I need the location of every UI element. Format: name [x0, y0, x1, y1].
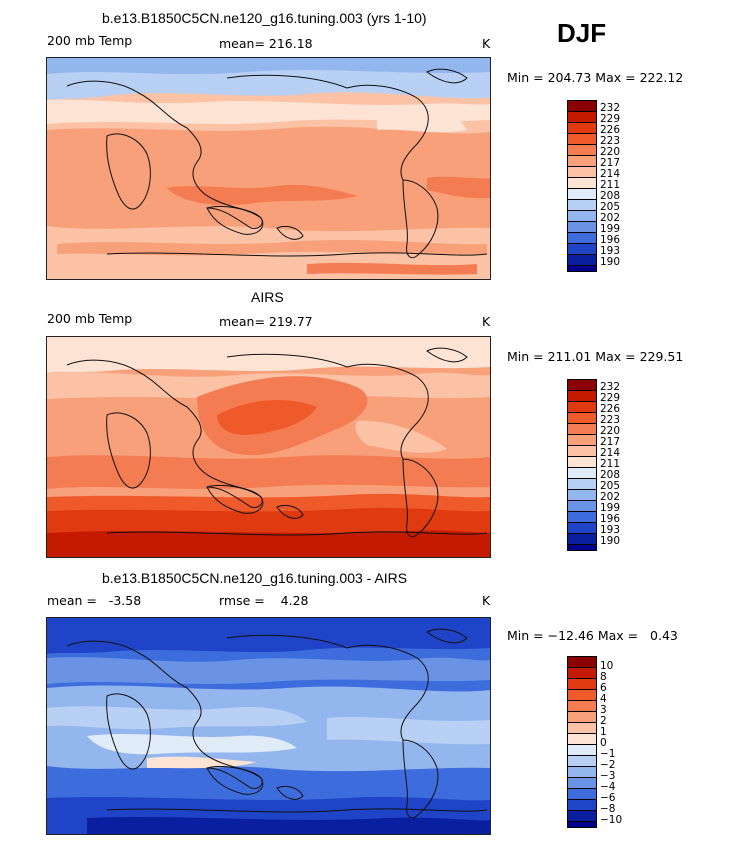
panel2-tick: 217 — [600, 436, 621, 448]
panel1-tick: 208 — [600, 190, 621, 202]
panel3-tick: −1 — [600, 748, 616, 760]
panel3-tick: 10 — [600, 660, 614, 672]
panel1-tick: 229 — [600, 113, 621, 125]
panel2-minmax: Min = 211.01 Max = 229.51 — [507, 349, 684, 364]
panel2-tick: 220 — [600, 425, 621, 437]
panel3-tick: −10 — [600, 814, 623, 826]
panel1-tick: 211 — [600, 179, 621, 191]
panel3-tick: 8 — [600, 671, 607, 683]
panel3-title: b.e13.B1850C5CN.ne120_g16.tuning.003 - A… — [102, 570, 408, 586]
panel2-colorbar — [567, 379, 597, 551]
panel3-mean-label: mean = -3.58 — [47, 593, 142, 608]
panel1-mean-label: mean= 216.18 — [219, 36, 313, 51]
panel2-map — [46, 336, 491, 558]
panel3-tick: −3 — [600, 770, 616, 782]
panel3-tick: −6 — [600, 792, 616, 804]
panel1-tick: 190 — [600, 256, 621, 268]
panel3-colorbar — [567, 656, 597, 828]
panel1-units: K — [482, 36, 491, 51]
panel3-tick: 6 — [600, 682, 607, 694]
panel1-variable-label: 200 mb Temp — [47, 33, 133, 48]
panel2-tick: 211 — [600, 458, 621, 470]
panel1-title: b.e13.B1850C5CN.ne120_g16.tuning.003 (yr… — [102, 10, 427, 26]
panel3-tick: 2 — [600, 715, 607, 727]
panel1-tick: 199 — [600, 223, 621, 235]
panel2-tick: 208 — [600, 469, 621, 481]
panel2-tick: 196 — [600, 513, 621, 525]
panel3-minmax: Min = −12.46 Max = 0.43 — [507, 628, 678, 643]
panel3-tick: 3 — [600, 704, 607, 716]
panel3-tick: −4 — [600, 781, 616, 793]
panel1-tick: 226 — [600, 124, 621, 136]
panel1-tick: 223 — [600, 135, 621, 147]
panel2-units: K — [482, 314, 491, 329]
panel2-tick: 202 — [600, 491, 621, 503]
panel2-tick: 223 — [600, 414, 621, 426]
panel1-colorbar — [567, 100, 597, 272]
panel2-title: AIRS — [251, 289, 284, 305]
panel2-mean-label: mean= 219.77 — [219, 314, 313, 329]
panel2-tick: 193 — [600, 524, 621, 536]
panel1-minmax: Min = 204.73 Max = 222.12 — [507, 70, 684, 85]
panel1-tick: 220 — [600, 146, 621, 158]
panel2-tick: 199 — [600, 502, 621, 514]
panel3-tick: 0 — [600, 737, 607, 749]
season-label: DJF — [557, 18, 607, 48]
panel2-tick: 229 — [600, 392, 621, 404]
panel2-tick: 190 — [600, 535, 621, 547]
panel2-tick: 226 — [600, 403, 621, 415]
panel3-rmse-label: rmse = 4.28 — [219, 593, 309, 608]
panel3-tick: −8 — [600, 803, 616, 815]
panel1-tick: 196 — [600, 234, 621, 246]
panel3-tick: 4 — [600, 693, 607, 705]
panel1-tick: 193 — [600, 245, 621, 257]
panel3-units: K — [482, 593, 491, 608]
panel1-tick: 214 — [600, 168, 621, 180]
panel3-tick: 1 — [600, 726, 607, 738]
panel1-tick: 217 — [600, 157, 621, 169]
panel1-tick: 232 — [600, 102, 621, 114]
panel2-variable-label: 200 mb Temp — [47, 311, 133, 326]
panel2-tick: 232 — [600, 381, 621, 393]
panel1-tick: 202 — [600, 212, 621, 224]
panel1-tick: 205 — [600, 201, 621, 213]
panel2-tick: 205 — [600, 480, 621, 492]
panel2-tick: 214 — [600, 447, 621, 459]
panel3-map — [46, 617, 491, 835]
panel3-tick: −2 — [600, 759, 616, 771]
panel1-map — [46, 57, 491, 280]
